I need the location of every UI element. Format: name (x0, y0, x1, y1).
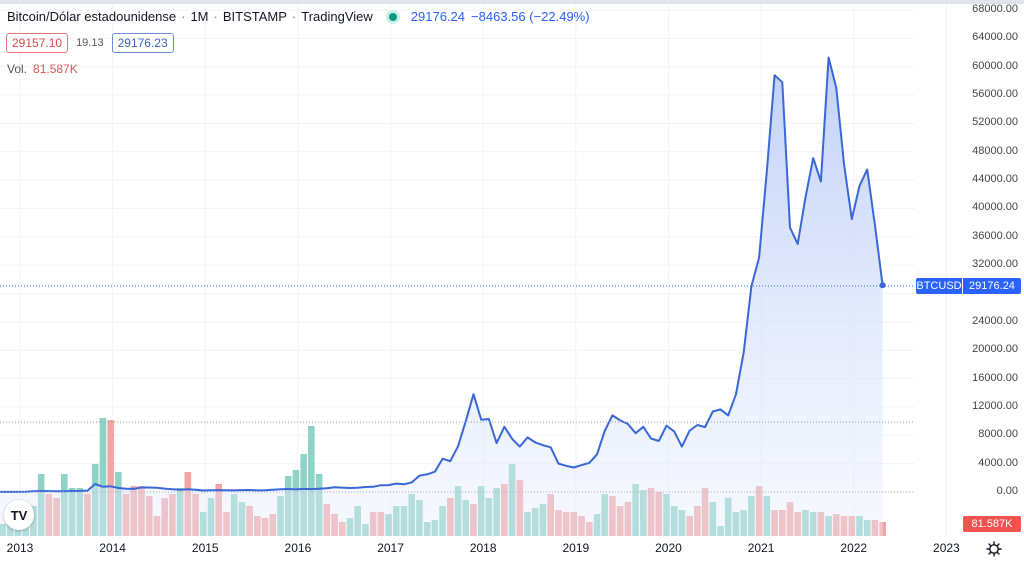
price-axis-tick: 20000.00 (972, 343, 1018, 356)
spread-value: 19.13 (76, 37, 104, 49)
time-axis-tick: 2019 (562, 541, 590, 555)
volume-bar (99, 418, 107, 536)
exchange-label: BITSTAMP (222, 9, 287, 24)
volume-bar (107, 420, 114, 536)
time-axis-tick: 2021 (747, 541, 775, 555)
price-axis-tick: 4000.00 (978, 456, 1018, 469)
symbol-badge: BTCUSD (916, 278, 962, 294)
last-price-value: 29176.24 (410, 9, 466, 24)
price-axis-tick: 48000.00 (972, 144, 1018, 157)
price-line (0, 56, 884, 493)
time-axis-tick: 2023 (933, 541, 960, 555)
price-axis-tick: 36000.00 (972, 229, 1018, 242)
volume-value: 81.587K (33, 62, 78, 76)
time-axis-tick: 2017 (377, 541, 404, 555)
time-axis-tick: 2015 (191, 541, 219, 555)
provider-label: TradingView (301, 9, 373, 24)
time-axis-tick: 2020 (655, 541, 682, 555)
price-axis-tick: 16000.00 (972, 371, 1018, 384)
price-axis-tick: 12000.00 (972, 399, 1018, 412)
tradingview-logo-icon[interactable]: TV (4, 500, 34, 530)
time-axis-tick: 2022 (840, 541, 868, 555)
last-price-badge: 29176.24 (963, 278, 1021, 294)
price-change-value: −8463.56 (−22.49%) (471, 9, 590, 24)
price-axis-tick: 8000.00 (978, 428, 1018, 441)
price-axis-tick: 56000.00 (972, 88, 1018, 101)
price-axis-tick: 64000.00 (972, 31, 1018, 44)
price-axis-tick: 52000.00 (972, 116, 1018, 129)
price-axis-tick: 60000.00 (972, 59, 1018, 72)
price-axis-tick: 68000.00 (972, 3, 1018, 15)
volume-bar (879, 522, 886, 536)
sell-price-button[interactable]: 29157.10 (6, 33, 69, 53)
volume-bar (308, 426, 315, 536)
time-axis-tick: 2016 (284, 541, 312, 555)
symbol-title[interactable]: Bitcoin/Dólar estadounidense (7, 9, 177, 24)
price-axis-tick: 32000.00 (972, 258, 1018, 271)
last-price-dot (879, 282, 886, 289)
price-axis-tick: 0.00 (996, 484, 1018, 497)
time-axis-tick: 2014 (99, 541, 126, 555)
price-axis-tick: 44000.00 (972, 173, 1018, 186)
volume-badge: 81.587K (963, 516, 1021, 532)
interval-label[interactable]: 1M (190, 9, 209, 24)
price-area-fill (0, 57, 883, 536)
volume-label: Vol. (7, 62, 28, 76)
market-open-dot-icon (388, 12, 397, 21)
price-axis-tick: 24000.00 (972, 314, 1018, 327)
time-axis-tick: 2013 (6, 541, 34, 555)
time-axis-tick: 2018 (469, 541, 497, 555)
settings-gear-icon[interactable] (986, 541, 1002, 557)
top-border (0, 0, 1024, 4)
volume-legend: Vol. 81.587K (7, 62, 78, 76)
price-axis-tick: 40000.00 (972, 201, 1018, 214)
buy-price-button[interactable]: 29176.23 (111, 33, 174, 53)
chart-legend: Bitcoin/Dólar estadounidense · 1M · BITS… (7, 9, 590, 24)
bid-ask-row: 29157.10 19.13 29176.23 (6, 33, 174, 53)
